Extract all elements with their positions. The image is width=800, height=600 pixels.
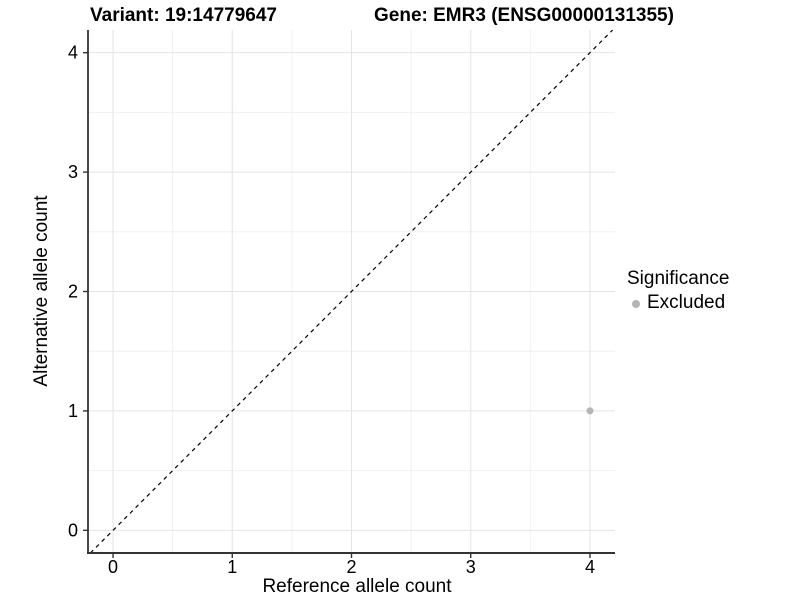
data-point bbox=[586, 407, 594, 415]
x-tick-label: 1 bbox=[227, 557, 237, 577]
legend-title: Significance bbox=[627, 268, 730, 289]
legend-item-excluded: Excluded bbox=[627, 292, 729, 314]
y-tick-label: 0 bbox=[68, 520, 78, 540]
legend-marker-dot bbox=[632, 300, 640, 308]
data-points-layer bbox=[586, 407, 594, 415]
grid-layer bbox=[88, 30, 615, 553]
plot-title-variant: Variant: 19:14779647 bbox=[90, 5, 277, 26]
identity-line-layer bbox=[89, 29, 614, 554]
tick-label-layer: 0 1 2 3 4 0 1 2 3 4 bbox=[68, 43, 595, 577]
y-tick-label: 3 bbox=[68, 162, 78, 182]
y-tick-label: 4 bbox=[68, 43, 78, 63]
y-axis-title: Alternative allele count bbox=[31, 195, 52, 387]
x-tick-label: 3 bbox=[466, 557, 476, 577]
plot-title-gene: Gene: EMR3 (ENSG00000131355) bbox=[374, 5, 674, 26]
legend: Significance Excluded bbox=[627, 268, 729, 314]
y-tick-label: 1 bbox=[68, 401, 78, 421]
y-tick-label: 2 bbox=[68, 282, 78, 302]
legend-item-label: Excluded bbox=[647, 292, 726, 313]
x-tick-label: 0 bbox=[108, 557, 118, 577]
identity-line bbox=[89, 29, 614, 554]
x-tick-label: 2 bbox=[346, 557, 356, 577]
axis-layer bbox=[83, 30, 615, 558]
x-tick-label: 4 bbox=[585, 557, 595, 577]
x-axis-title: Reference allele count bbox=[262, 576, 452, 597]
